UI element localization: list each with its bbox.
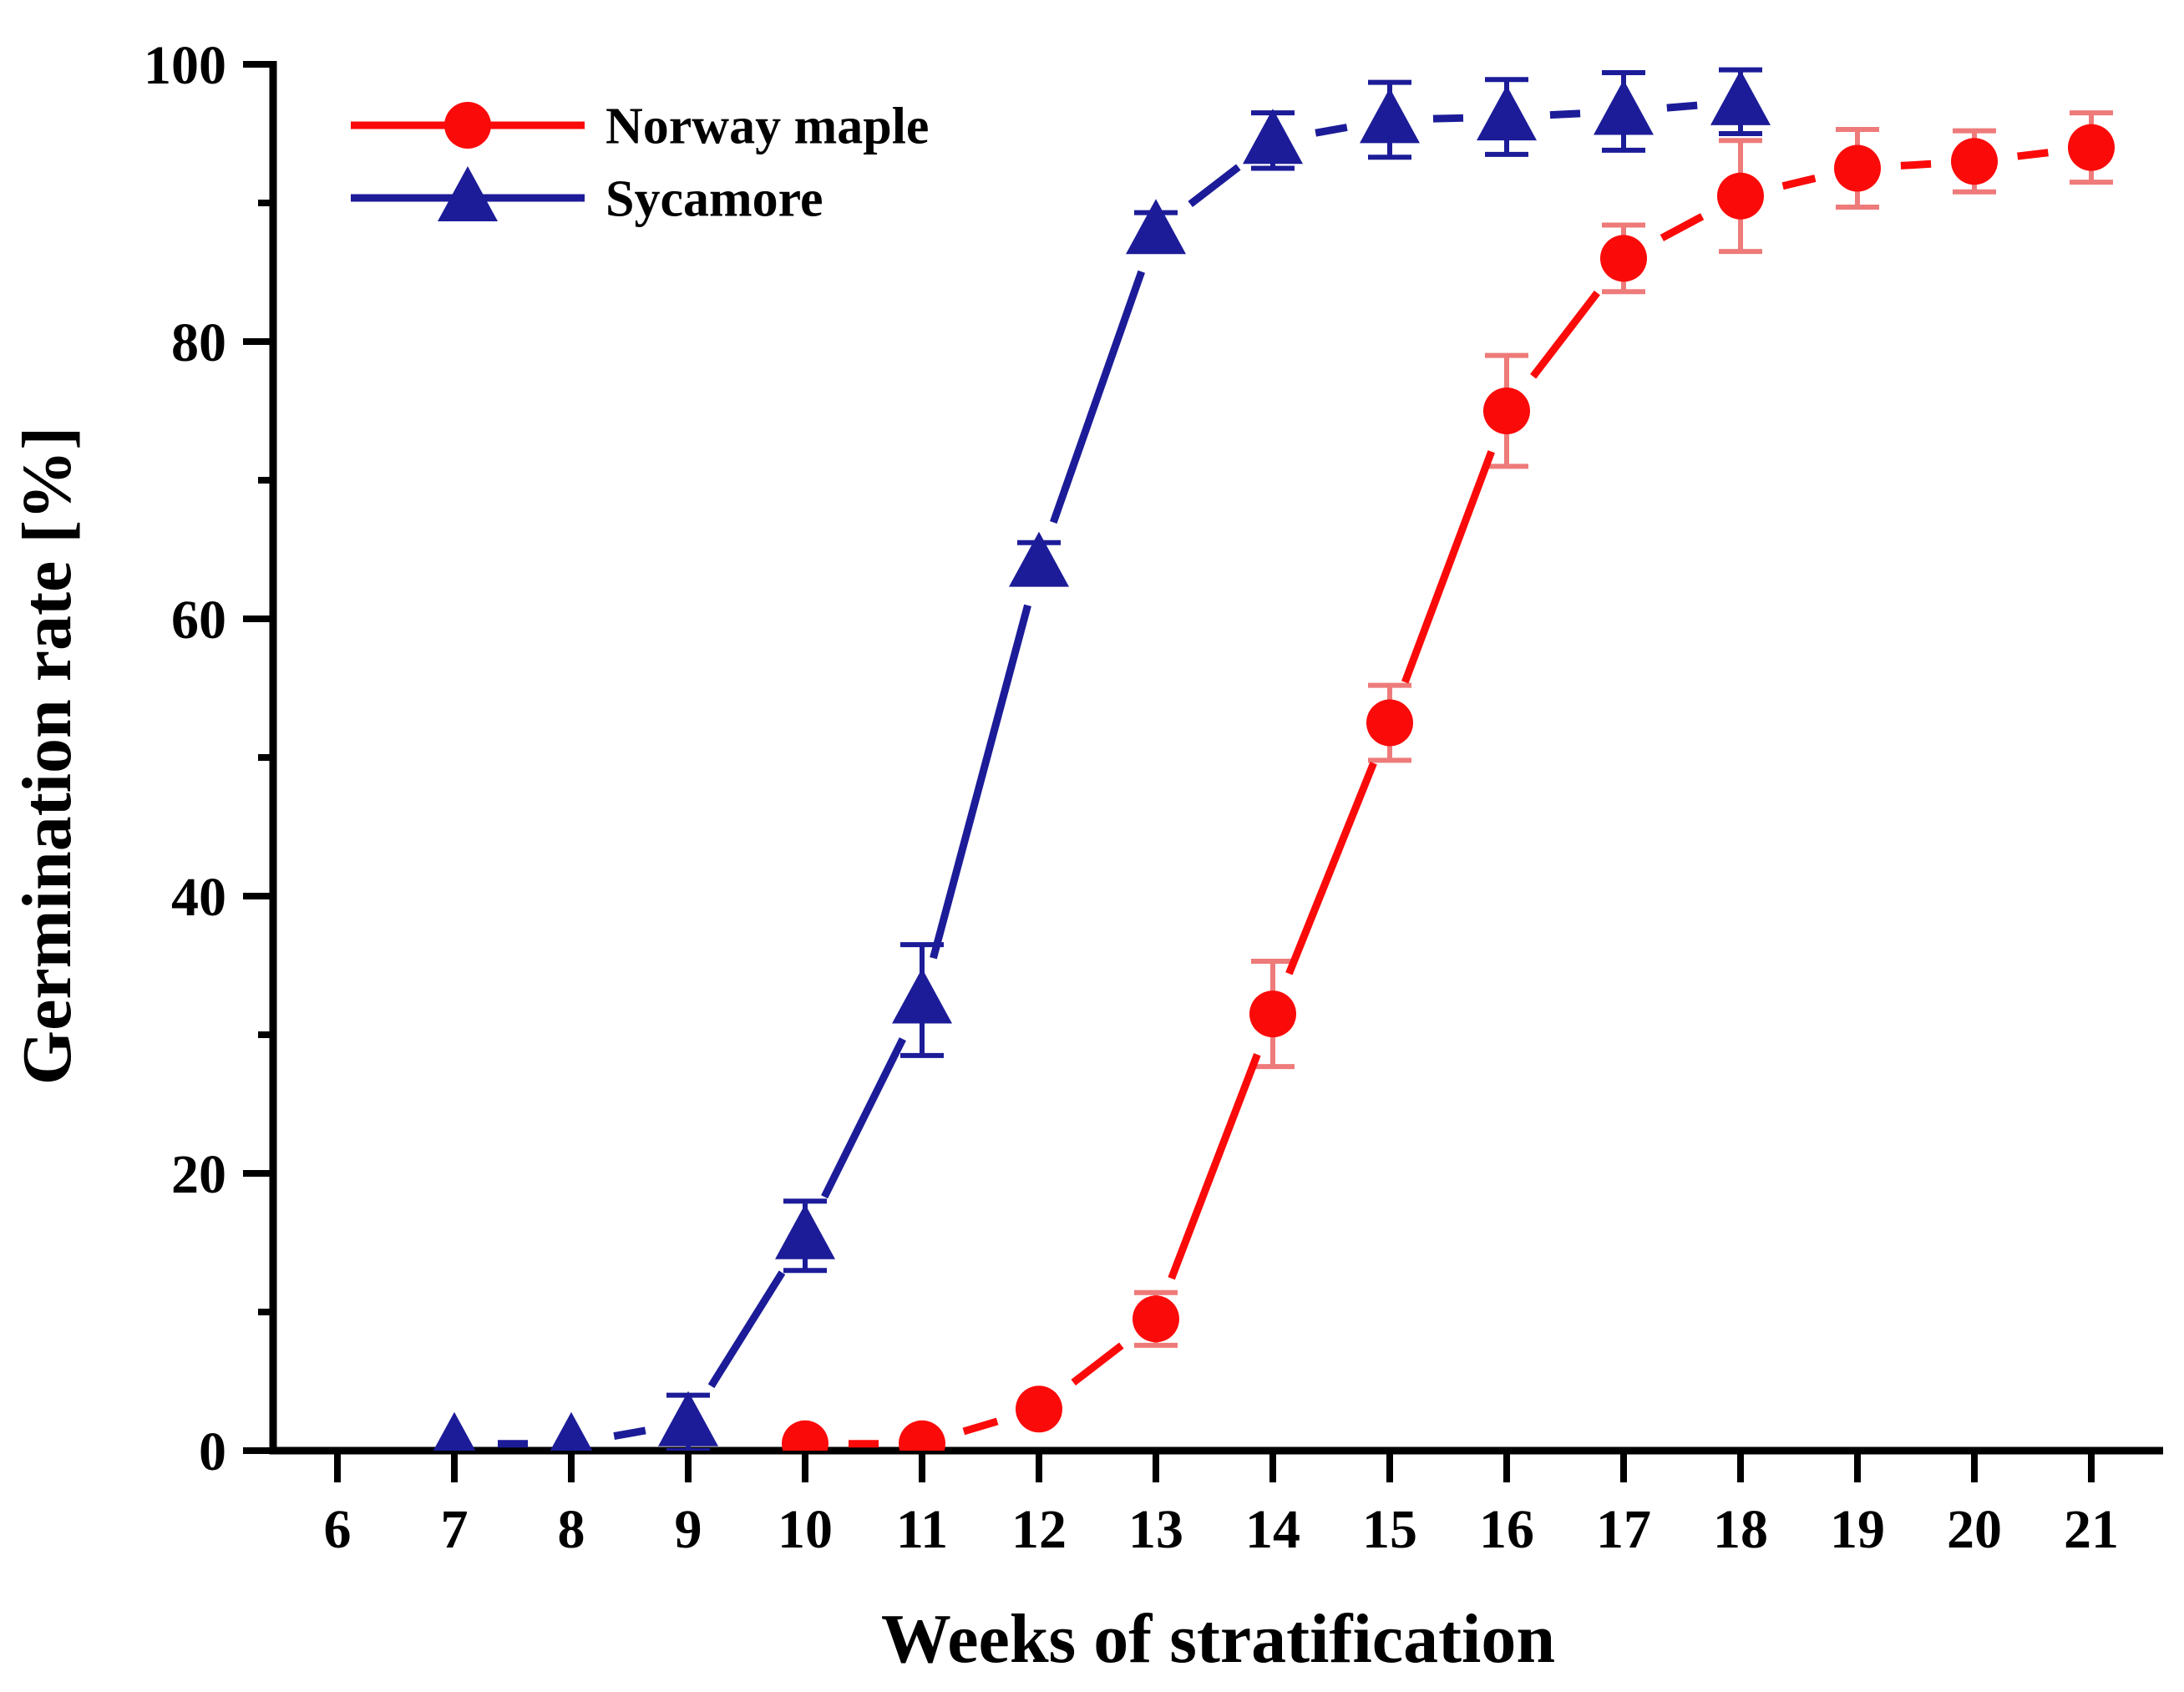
norway-maple-data-point [1016,1386,1062,1433]
x-tick-label: 20 [1947,1499,2002,1560]
series-line-segment [1285,762,1377,975]
x-tick-label: 9 [675,1499,702,1560]
sycamore-data-point [550,1411,593,1451]
series-line-segment [1432,114,1464,123]
y-tick-label: 60 [171,590,226,651]
norway-maple-data-point [1249,990,1296,1038]
y-tick-label: 0 [199,1421,226,1482]
series-line-segment [1666,101,1698,112]
y-axis: 0 20 40 60 80 100 [144,35,277,1482]
sycamore-data-point [433,1411,476,1451]
series-line-segment [2017,149,2049,160]
series-line-segment [1188,164,1241,208]
sycamore-data-point [775,1203,835,1259]
x-tick-label: 19 [1830,1499,1885,1560]
sycamore-data-point [1360,88,1420,144]
x-tick-label: 15 [1362,1499,1417,1560]
norway-maple-data-point [782,1420,829,1451]
series-line-segment [1781,175,1817,190]
norway-maple-data-point [1717,172,1764,220]
sycamore-data-point [892,968,952,1024]
series-line-segment [821,1037,906,1199]
x-tick-label: 14 [1245,1499,1300,1560]
sycamore-data-point [1243,109,1303,165]
series-sycamore [433,67,1771,1451]
y-tick-label: 40 [171,867,226,928]
legend-triangle-marker [438,166,498,221]
x-tick-label: 7 [441,1499,469,1560]
series-line-segment [930,604,1031,960]
series-norway-maple [782,110,2115,1451]
norway-maple-data-point [2068,124,2115,171]
x-tick-label: 17 [1596,1499,1651,1560]
legend-circle-marker [444,102,491,149]
legend-item-sycamore: Sycamore [351,166,823,228]
x-tick-label: 8 [558,1499,585,1560]
norway-maple-data-point [1600,235,1647,282]
sycamore-data-point [1710,69,1771,125]
x-tick-label: 21 [2064,1499,2119,1560]
plot-area [433,67,2115,1451]
legend-label: Sycamore [606,171,823,228]
x-tick-label: 6 [324,1499,352,1560]
series-line-segment [707,1270,786,1389]
norway-maple-data-point [1951,138,1998,185]
norway-maple-data-point [899,1420,945,1451]
x-axis: 6 7 8 9 10 11 12 13 14 15 16 17 18 19 20 21 [269,1446,2163,1560]
series-line-segment [1530,290,1600,379]
x-tick-label: 13 [1128,1499,1183,1560]
series-line-segment [1315,124,1348,137]
series-line-segment [1049,270,1146,524]
norway-maple-data-point [1366,699,1413,747]
norway-maple-data-point [1133,1295,1179,1343]
series-line-segment [613,1426,646,1441]
sycamore-data-point [658,1391,718,1446]
norway-maple-data-point [1834,144,1881,192]
y-axis-title: Germination rate [%] [8,427,86,1085]
series-line-segment [1660,213,1705,241]
series-line-segment [1168,1053,1261,1280]
y-tick-label: 80 [171,312,226,373]
sycamore-data-point [1009,531,1069,587]
series-line-segment [962,1417,999,1436]
x-tick-label: 16 [1479,1499,1534,1560]
y-tick-label: 100 [144,35,226,96]
sycamore-data-point [1594,79,1654,135]
legend: Norway maple Sycamore [351,99,929,228]
legend-item-norway-maple: Norway maple [351,99,929,155]
y-tick-label: 20 [171,1144,226,1205]
series-line-segment [1900,160,1932,170]
x-tick-label: 12 [1011,1499,1067,1560]
series-line-segment [1549,109,1581,119]
sycamore-data-point [1126,199,1186,255]
sycamore-data-point [1477,85,1537,141]
series-line-segment [1071,1342,1124,1386]
x-axis-title: Weeks of stratification [881,1600,1555,1678]
x-tick-label: 18 [1713,1499,1768,1560]
series-line-segment [1401,450,1495,684]
norway-maple-data-point [1483,388,1530,434]
legend-label: Norway maple [606,99,929,155]
x-tick-label: 11 [896,1499,948,1560]
x-tick-label: 10 [778,1499,833,1560]
